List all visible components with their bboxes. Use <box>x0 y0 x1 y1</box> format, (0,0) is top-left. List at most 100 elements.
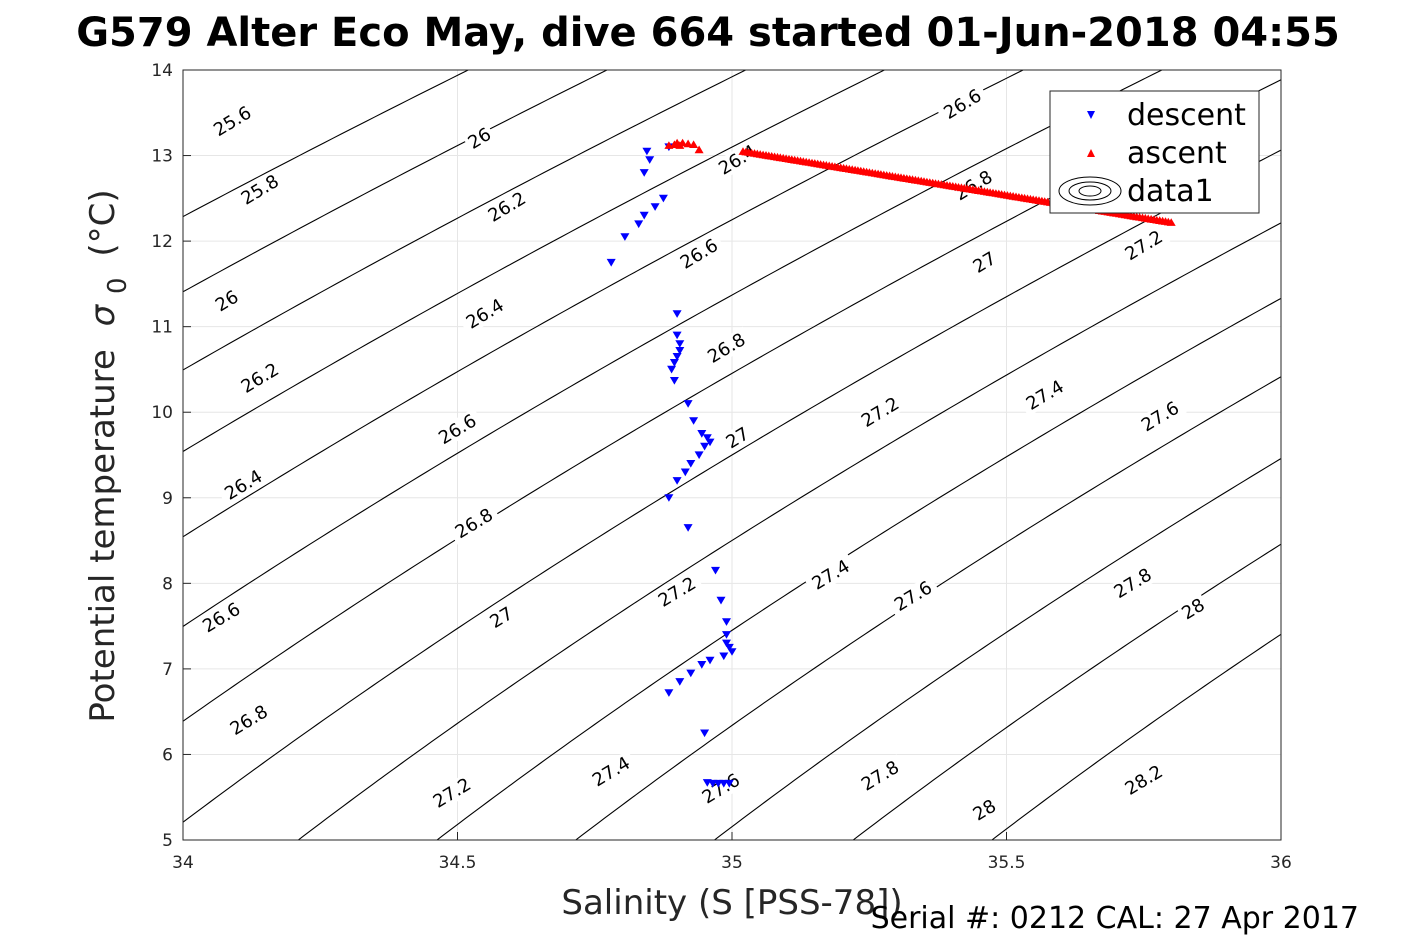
descent-point <box>680 468 690 477</box>
y-axis-label-main: Potential temperature <box>83 349 123 722</box>
y-tick-label: 12 <box>151 232 173 252</box>
legend-descent-marker <box>1087 111 1095 119</box>
legend-descent-label: descent <box>1127 98 1246 133</box>
descent-point <box>727 648 737 656</box>
descent-point <box>711 566 720 575</box>
y-tick-label: 6 <box>162 745 173 765</box>
descent-point <box>705 656 715 665</box>
contour-label-bg <box>222 698 276 742</box>
isopycnal-25.6 <box>183 70 470 218</box>
contour-label-bg <box>804 553 858 597</box>
descent-point <box>697 661 707 669</box>
isopycnal-28.2 <box>990 633 1281 840</box>
descent-point <box>667 365 677 374</box>
x-tick-label: 35 <box>721 853 743 873</box>
descent-point <box>722 631 731 639</box>
contour-label-bg <box>480 185 534 229</box>
ascent-point <box>694 145 704 154</box>
descent-point <box>722 639 731 648</box>
y-axis-label: Potential temperature σ 0 (°C) <box>83 189 135 722</box>
contour-label-bg <box>458 292 512 336</box>
descent-point <box>700 442 710 451</box>
contour-labels: 25.625.82626.226.426.626.82626.226.426.6… <box>194 82 1211 826</box>
contour-label-bg <box>425 771 479 815</box>
descent-point <box>724 643 734 652</box>
x-axis-ticks: 34 34.5 35 35.5 36 <box>172 832 1292 873</box>
contour-label-bg <box>947 164 1001 207</box>
y-tick-label: 8 <box>162 574 173 594</box>
descent-point <box>669 359 679 367</box>
isopycnal-27.2 <box>297 222 1281 840</box>
contour-label-bg <box>699 326 754 370</box>
contour-label-bg <box>1117 223 1171 267</box>
ascent-point <box>1166 218 1176 226</box>
descent-point <box>724 779 734 788</box>
descent-point <box>658 194 668 203</box>
y-axis-ticks: 5 6 7 8 9 10 11 12 13 14 <box>151 61 191 851</box>
contour-label-bg <box>710 138 765 182</box>
contour-label-bg <box>1106 561 1160 605</box>
contour-label-bg <box>233 168 287 212</box>
descent-point <box>719 652 729 661</box>
descent-point <box>694 451 704 460</box>
x-tick-label: 36 <box>1270 853 1292 873</box>
descent-point <box>639 211 649 220</box>
legend-box <box>1049 90 1260 214</box>
legend-ascent-marker <box>1087 149 1095 157</box>
contour-label-bg <box>853 754 907 798</box>
y-tick-label: 5 <box>162 831 173 851</box>
descent-point <box>639 169 649 177</box>
descent-point <box>675 678 685 686</box>
descent-point <box>675 347 685 355</box>
descent-point <box>683 524 693 532</box>
descent-point <box>686 669 696 678</box>
descent-point <box>634 220 644 229</box>
contour-label-bg <box>853 390 907 434</box>
contour-label-bg <box>886 574 940 618</box>
contour-label-bg <box>233 356 287 400</box>
descent-point <box>700 729 710 738</box>
y-tick-label: 14 <box>151 61 173 81</box>
y-axis-label-unit: (°C) <box>83 189 123 256</box>
contour-label-bg <box>694 767 748 811</box>
contour-label-bg <box>672 232 726 276</box>
contour-label-bg <box>209 285 245 317</box>
x-tick-label: 35.5 <box>988 853 1026 873</box>
descent-point <box>664 494 674 502</box>
legend-data1-label: data1 <box>1127 174 1214 209</box>
y-tick-label: 9 <box>162 489 173 509</box>
descent-point <box>620 233 630 241</box>
y-axis-label-sigma: σ <box>83 303 123 326</box>
contour-label-bg <box>216 463 270 507</box>
descent-point <box>645 156 655 164</box>
descent-point <box>716 596 726 605</box>
x-tick-label: 34 <box>172 853 194 873</box>
isopycnal-28 <box>852 543 1281 840</box>
ascent-point <box>669 140 679 148</box>
isopycnal-26.2 <box>183 70 886 453</box>
contour-label-bg <box>967 794 1002 826</box>
descent-point <box>689 417 699 425</box>
contour-label-bg <box>447 501 501 545</box>
contour-label-bg <box>484 601 519 634</box>
contour-label-bg <box>205 99 259 143</box>
descent-point <box>642 147 652 156</box>
x-axis-label: Salinity (S [PSS-78]) <box>561 883 902 923</box>
x-tick-label: 34.5 <box>439 853 477 873</box>
y-axis-label-subscript: 0 <box>103 277 133 294</box>
legend-contour-icon <box>1058 176 1122 206</box>
descent-point <box>650 203 660 211</box>
descent-point <box>686 460 696 468</box>
descent-point <box>683 400 693 408</box>
descent-point <box>672 331 682 340</box>
descent-point <box>669 377 679 385</box>
contour-label-bg <box>430 407 485 451</box>
ascent-point <box>683 139 693 148</box>
descent-point <box>697 430 707 438</box>
isopycnal-27.6 <box>574 376 1281 840</box>
contour-label-bg <box>194 596 248 640</box>
y-tick-label: 10 <box>151 403 173 423</box>
contour-label-bg <box>1018 373 1072 417</box>
descent-point <box>672 353 682 361</box>
